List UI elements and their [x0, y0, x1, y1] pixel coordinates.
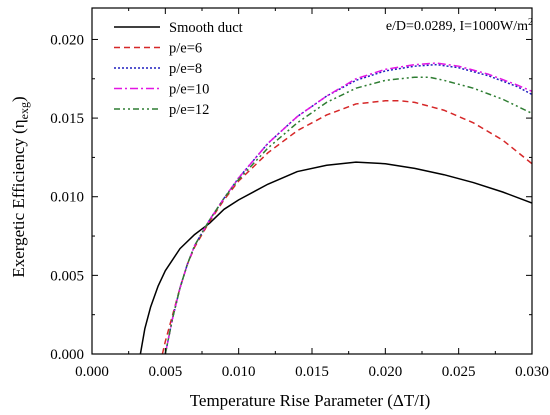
legend-label-2: p/e=6 — [169, 41, 202, 57]
series-line-1 — [139, 161, 532, 354]
y-axis-title-close: ) — [9, 96, 28, 102]
y-tick-label: 0.000 — [50, 347, 84, 363]
y-tick-label: 0.015 — [50, 111, 84, 127]
y-axis-title-subscript: exg — [17, 102, 31, 119]
series-line-5 — [164, 76, 532, 354]
x-tick-label: 0.010 — [222, 364, 256, 380]
annotation-text: e/D=0.0289, I=1000W/m2 — [386, 17, 533, 34]
legend-label-1: Smooth duct — [169, 20, 243, 36]
y-tick-label: 0.020 — [50, 32, 84, 48]
legend: Smooth duct p/e=6 p/e=8 p/e=10 p/e=12 — [114, 20, 243, 118]
x-tick-label: 0.030 — [515, 364, 549, 380]
series-line-2 — [161, 100, 532, 354]
x-axis-title: Temperature Rise Parameter (ΔT/I) — [190, 391, 431, 410]
annotation-superscript: 2 — [528, 17, 533, 28]
legend-label-4: p/e=10 — [169, 82, 209, 98]
annotation-main: e/D=0.0289, I=1000W/m — [386, 19, 528, 34]
series-line-4 — [164, 62, 532, 354]
y-axis-title-main: Exergetic Efficiency (η — [9, 119, 28, 277]
x-tick-label: 0.020 — [368, 364, 402, 380]
axes-layer: 0.000 0.005 0.010 0.015 0.020 0.025 0.030 0.000… — [50, 7, 549, 380]
y-tick-label: 0.010 — [50, 190, 84, 206]
y-tick-label: 0.005 — [50, 268, 84, 284]
x-tick-label: 0.025 — [442, 364, 476, 380]
x-tick-label: 0.015 — [295, 364, 329, 380]
x-tick-label: 0.000 — [75, 364, 109, 380]
y-axis-title: Exergetic Efficiency (ηexg) — [9, 96, 31, 277]
x-tick-label: 0.005 — [148, 364, 182, 380]
series-layer — [139, 62, 532, 354]
legend-label-5: p/e=12 — [169, 102, 209, 118]
series-line-3 — [164, 63, 532, 354]
legend-label-3: p/e=8 — [169, 61, 202, 77]
